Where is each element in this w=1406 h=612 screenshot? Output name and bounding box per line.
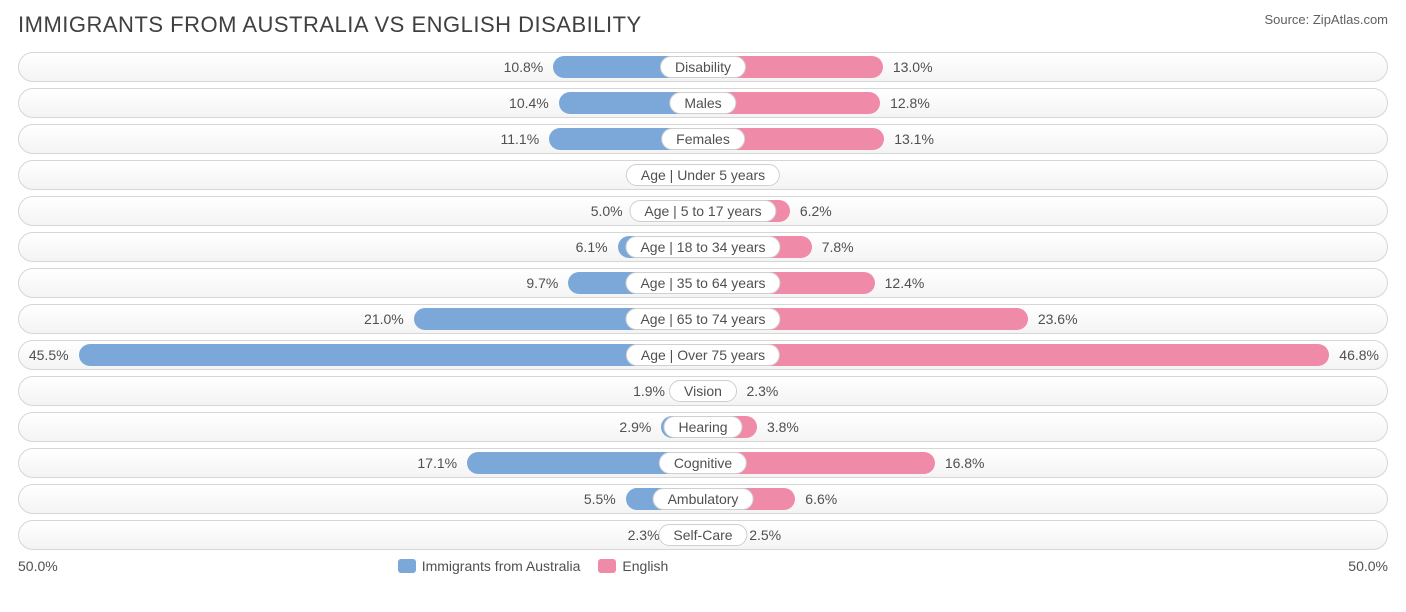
chart-row: 11.1% 13.1% Females xyxy=(18,124,1388,154)
chart-row: 9.7% 12.4% Age | 35 to 64 years xyxy=(18,268,1388,298)
category-label: Self-Care xyxy=(658,524,747,546)
left-value: 5.0% xyxy=(583,203,631,219)
source-attribution: Source: ZipAtlas.com xyxy=(1264,12,1388,27)
chart-row: 17.1% 16.8% Cognitive xyxy=(18,448,1388,478)
category-label: Vision xyxy=(669,380,737,402)
category-label: Cognitive xyxy=(659,452,747,474)
right-value: 2.5% xyxy=(741,527,789,543)
left-value: 45.5% xyxy=(21,347,77,363)
right-value: 12.4% xyxy=(877,275,933,291)
chart-row: 2.3%2.5%Self-Care xyxy=(18,520,1388,550)
category-label: Disability xyxy=(660,56,746,78)
category-label: Age | Over 75 years xyxy=(626,344,780,366)
chart-row: 6.1% 7.8% Age | 18 to 34 years xyxy=(18,232,1388,262)
chart-footer: 50.0% Immigrants from Australia English … xyxy=(18,558,1388,574)
left-value: 17.1% xyxy=(409,455,465,471)
right-value: 23.6% xyxy=(1030,311,1086,327)
chart-row: 5.5% 6.6% Ambulatory xyxy=(18,484,1388,514)
left-value: 11.1% xyxy=(492,131,547,147)
category-label: Hearing xyxy=(663,416,742,438)
chart-row: 10.8% 13.0% Disability xyxy=(18,52,1388,82)
chart-row: 1.9% 2.3%Vision xyxy=(18,376,1388,406)
chart-row: 1.2%1.7%Age | Under 5 years xyxy=(18,160,1388,190)
legend: Immigrants from Australia English xyxy=(398,558,669,574)
right-value: 2.3% xyxy=(738,383,786,399)
left-value: 10.4% xyxy=(501,95,557,111)
right-value: 13.0% xyxy=(885,59,941,75)
chart-row: 5.0% 6.2% Age | 5 to 17 years xyxy=(18,196,1388,226)
left-value: 21.0% xyxy=(356,311,412,327)
left-value: 2.9% xyxy=(611,419,659,435)
chart-row: 21.0% 23.6% Age | 65 to 74 years xyxy=(18,304,1388,334)
right-value: 13.1% xyxy=(886,131,942,147)
chart-row: 2.9% 3.8% Hearing xyxy=(18,412,1388,442)
category-label: Age | 18 to 34 years xyxy=(625,236,780,258)
left-value: 6.1% xyxy=(568,239,616,255)
left-value: 1.9% xyxy=(625,383,673,399)
right-value: 12.8% xyxy=(882,95,938,111)
right-value: 6.6% xyxy=(797,491,845,507)
right-value: 7.8% xyxy=(814,239,862,255)
axis-left-max: 50.0% xyxy=(18,558,58,574)
right-bar xyxy=(705,344,1329,366)
category-label: Ambulatory xyxy=(653,488,754,510)
category-label: Age | Under 5 years xyxy=(626,164,780,186)
chart-row: 45.5% 46.8% Age | Over 75 years xyxy=(18,340,1388,370)
category-label: Age | 35 to 64 years xyxy=(625,272,780,294)
legend-label-left: Immigrants from Australia xyxy=(422,558,581,574)
legend-swatch-right xyxy=(598,559,616,573)
legend-swatch-left xyxy=(398,559,416,573)
legend-item-left: Immigrants from Australia xyxy=(398,558,581,574)
right-value: 46.8% xyxy=(1331,347,1387,363)
category-label: Females xyxy=(661,128,745,150)
category-label: Age | 65 to 74 years xyxy=(625,308,780,330)
right-value: 6.2% xyxy=(792,203,840,219)
chart-title: IMMIGRANTS FROM AUSTRALIA VS ENGLISH DIS… xyxy=(18,12,642,38)
legend-item-right: English xyxy=(598,558,668,574)
category-label: Age | 5 to 17 years xyxy=(629,200,776,222)
chart-row: 10.4% 12.8% Males xyxy=(18,88,1388,118)
right-value: 3.8% xyxy=(759,419,807,435)
axis-right-max: 50.0% xyxy=(1348,558,1388,574)
legend-label-right: English xyxy=(622,558,668,574)
header: IMMIGRANTS FROM AUSTRALIA VS ENGLISH DIS… xyxy=(18,12,1388,38)
diverging-bar-chart: 10.8% 13.0% Disability 10.4% 12.8% Males 11.1%… xyxy=(18,52,1388,550)
left-value: 5.5% xyxy=(576,491,624,507)
category-label: Males xyxy=(669,92,736,114)
left-value: 9.7% xyxy=(518,275,566,291)
left-value: 10.8% xyxy=(496,59,552,75)
left-bar xyxy=(79,344,701,366)
right-value: 16.8% xyxy=(937,455,993,471)
